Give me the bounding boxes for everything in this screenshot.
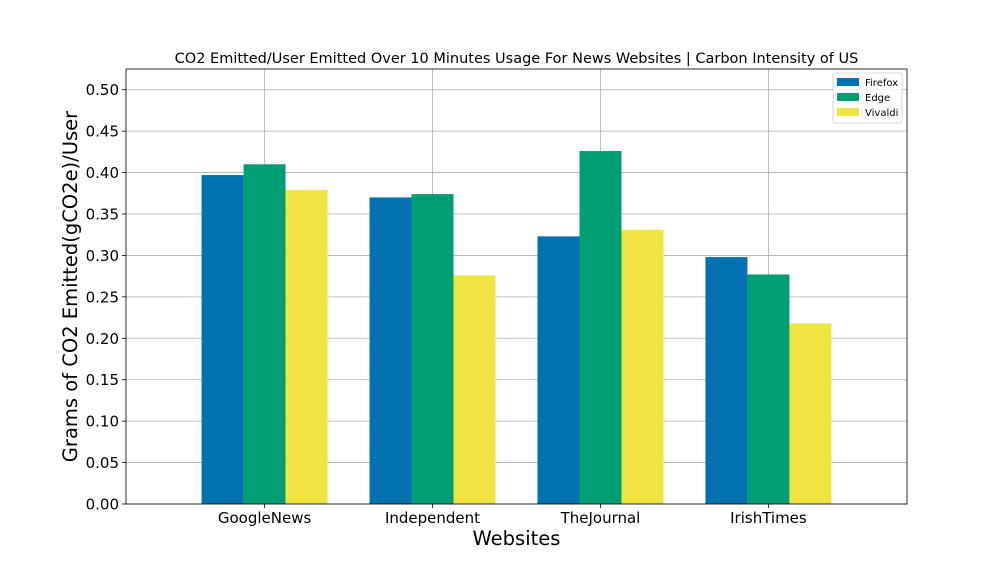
legend-label-edge: Edge (865, 93, 890, 104)
y-tick-label: 0.30 (86, 247, 119, 265)
x-axis-label: Websites (473, 527, 561, 550)
y-tick-label: 0.00 (86, 496, 119, 514)
bar-vivaldi-thejournal (621, 229, 664, 504)
x-tick-label: IrishTimes (730, 509, 807, 527)
y-tick-label: 0.10 (86, 413, 119, 431)
bar-edge-googlenews (243, 164, 286, 505)
chart-title: CO2 Emitted/User Emitted Over 10 Minutes… (175, 51, 859, 67)
bar-edge-thejournal (579, 151, 622, 504)
legend-swatch-firefox (837, 78, 859, 86)
x-tick-label: TheJournal (560, 509, 641, 527)
bar-vivaldi-independent (453, 275, 496, 504)
y-tick-label: 0.05 (86, 454, 119, 472)
y-tick-label: 0.25 (86, 288, 119, 306)
y-tick-label: 0.20 (86, 330, 119, 348)
bar-vivaldi-irishtimes (789, 323, 832, 504)
axes-frame (125, 68, 908, 505)
x-axis-ticks: GoogleNews Independent TheJournal IrishTime… (218, 504, 807, 527)
bar-edge-independent (411, 194, 454, 504)
legend-swatch-vivaldi (837, 108, 859, 116)
y-axis-ticks: 0.00 0.05 0.10 0.15 0.20 0.25 0.30 0.35 0.40 0.45… (86, 81, 126, 514)
legend: Firefox Edge Vivaldi (832, 72, 903, 124)
y-axis-label: Grams of CO2 Emitted(gCO2e)/User (59, 110, 82, 462)
bar-edge-irishtimes (747, 274, 790, 504)
y-tick-label: 0.15 (86, 371, 119, 389)
x-tick-label: Independent (385, 509, 480, 527)
legend-swatch-edge (837, 93, 859, 101)
y-tick-label: 0.35 (86, 206, 119, 224)
legend-label-vivaldi: Vivaldi (865, 108, 898, 119)
y-tick-label: 0.50 (86, 81, 119, 99)
bar-firefox-irishtimes (705, 257, 748, 504)
bar-firefox-googlenews (201, 175, 244, 505)
x-tick-label: GoogleNews (218, 509, 312, 527)
bars (201, 151, 832, 505)
y-tick-label: 0.45 (86, 123, 119, 141)
bar-vivaldi-googlenews (285, 189, 328, 504)
y-tick-label: 0.40 (86, 164, 119, 182)
legend-label-firefox: Firefox (865, 78, 898, 89)
bar-firefox-thejournal (537, 236, 580, 504)
bar-firefox-independent (369, 197, 412, 504)
